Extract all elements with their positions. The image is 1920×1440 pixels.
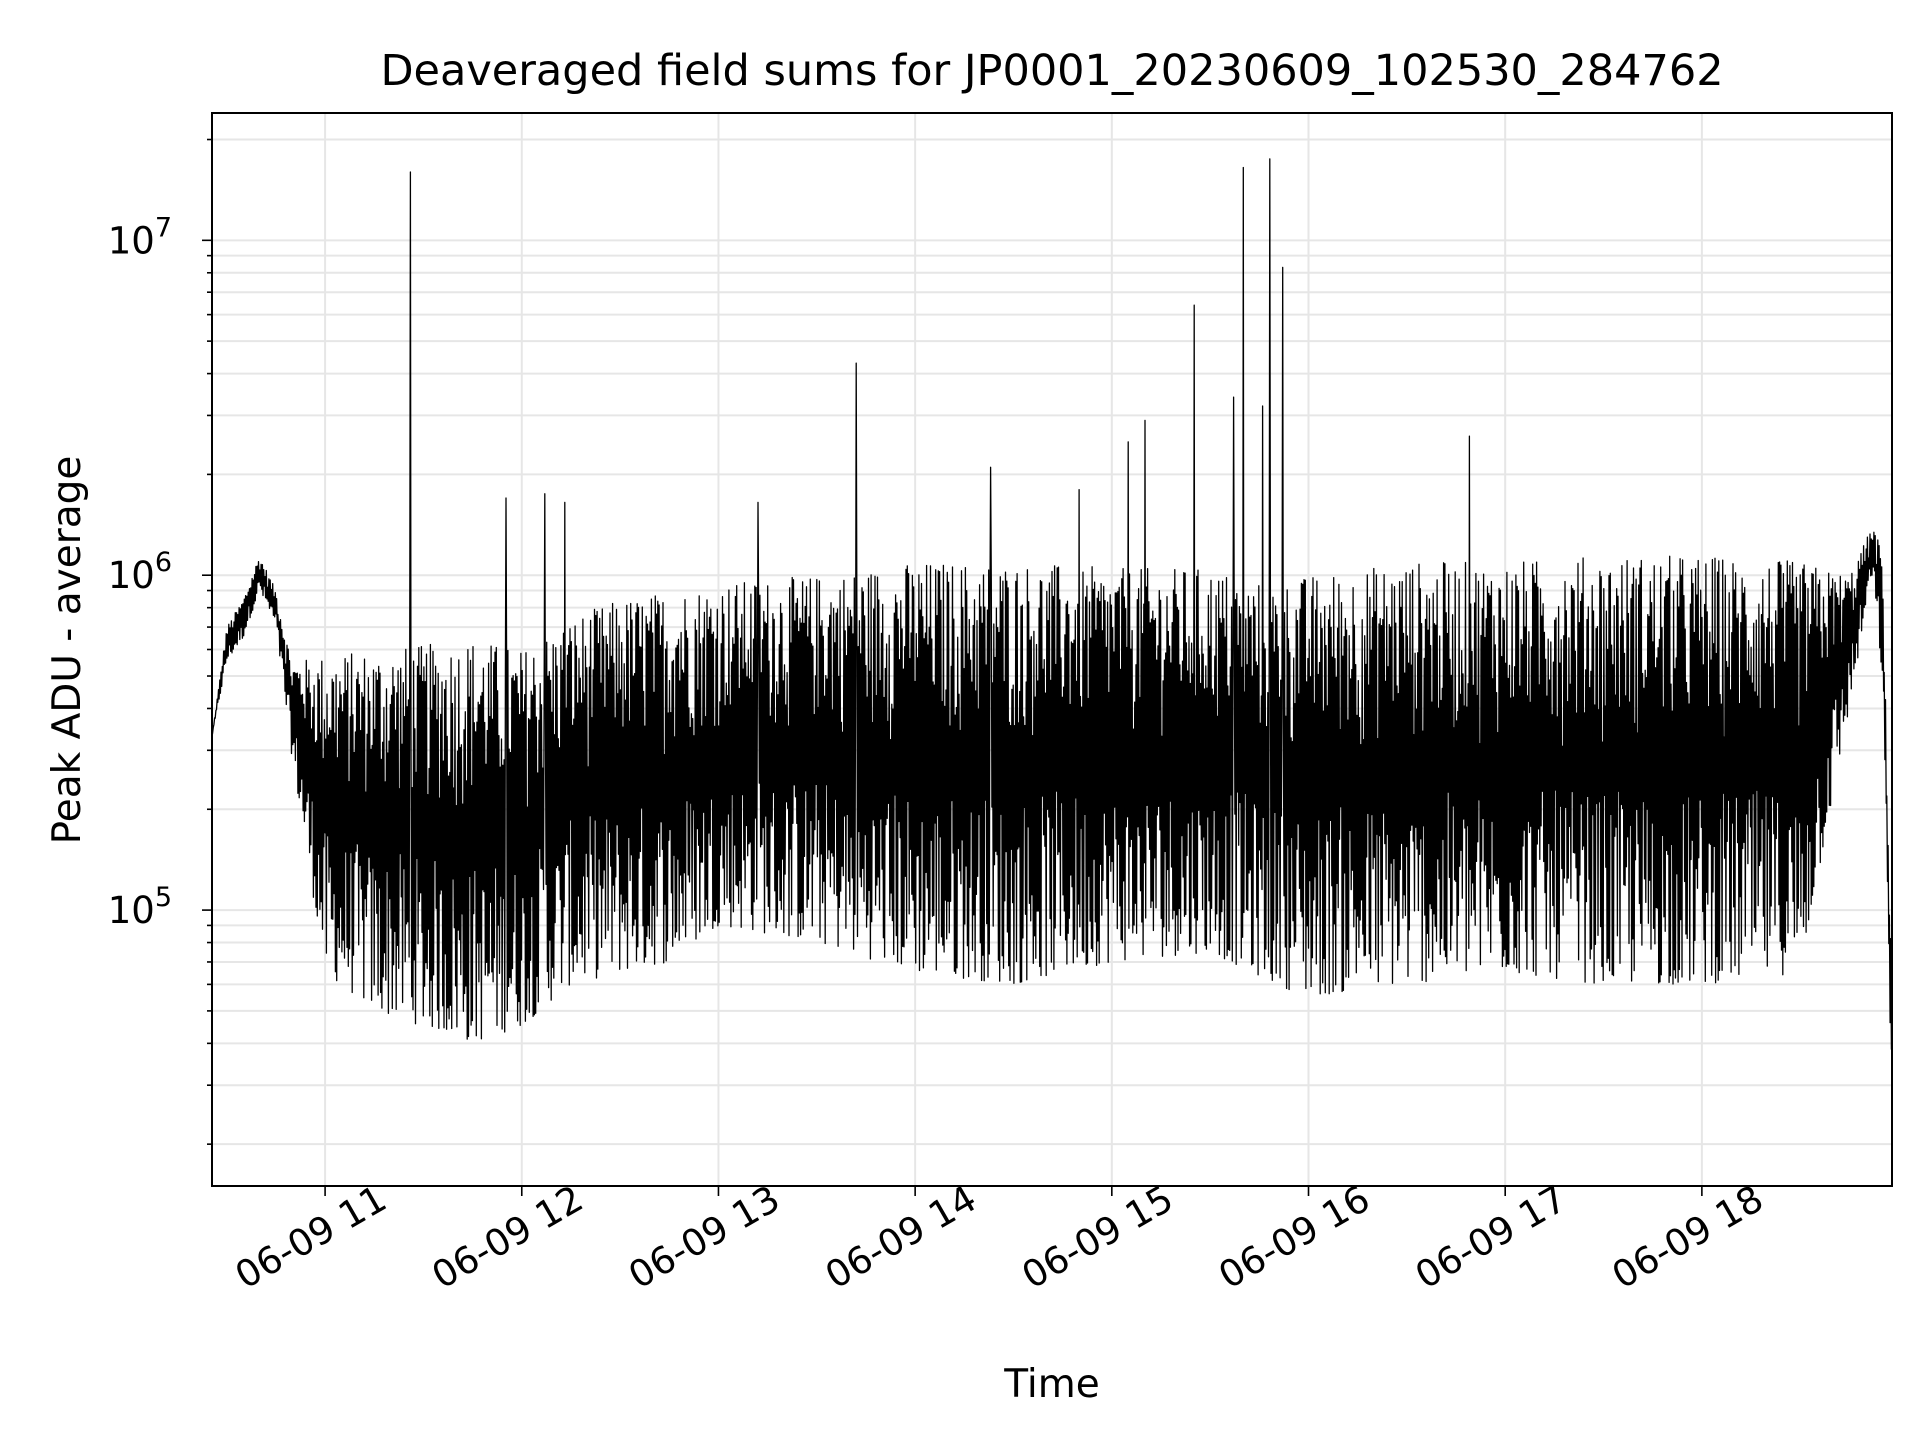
y-tick-base: 10	[108, 219, 155, 262]
y-tick-label: 107	[108, 212, 172, 262]
series-line	[211, 158, 1893, 1050]
outside-mask	[0, 0, 1920, 113]
y-tick-base: 10	[108, 554, 155, 597]
y-tick-base: 10	[108, 889, 155, 932]
outside-mask	[0, 0, 212, 1440]
y-tick-exponent: 7	[155, 212, 172, 243]
y-tick-label: 105	[108, 882, 172, 932]
series-trace	[211, 158, 1893, 1050]
y-tick-exponent: 6	[155, 547, 172, 578]
outside-mask	[1892, 0, 1920, 1440]
y-tick-exponent: 5	[155, 882, 172, 913]
y-axis-label: Peak ADU - average	[45, 456, 90, 845]
outside-mask	[0, 1186, 1920, 1440]
x-axis-label: Time	[1003, 1362, 1099, 1407]
chart-title: Deaveraged field sums for JP0001_2023060…	[380, 46, 1723, 96]
y-tick-label: 106	[108, 547, 172, 597]
